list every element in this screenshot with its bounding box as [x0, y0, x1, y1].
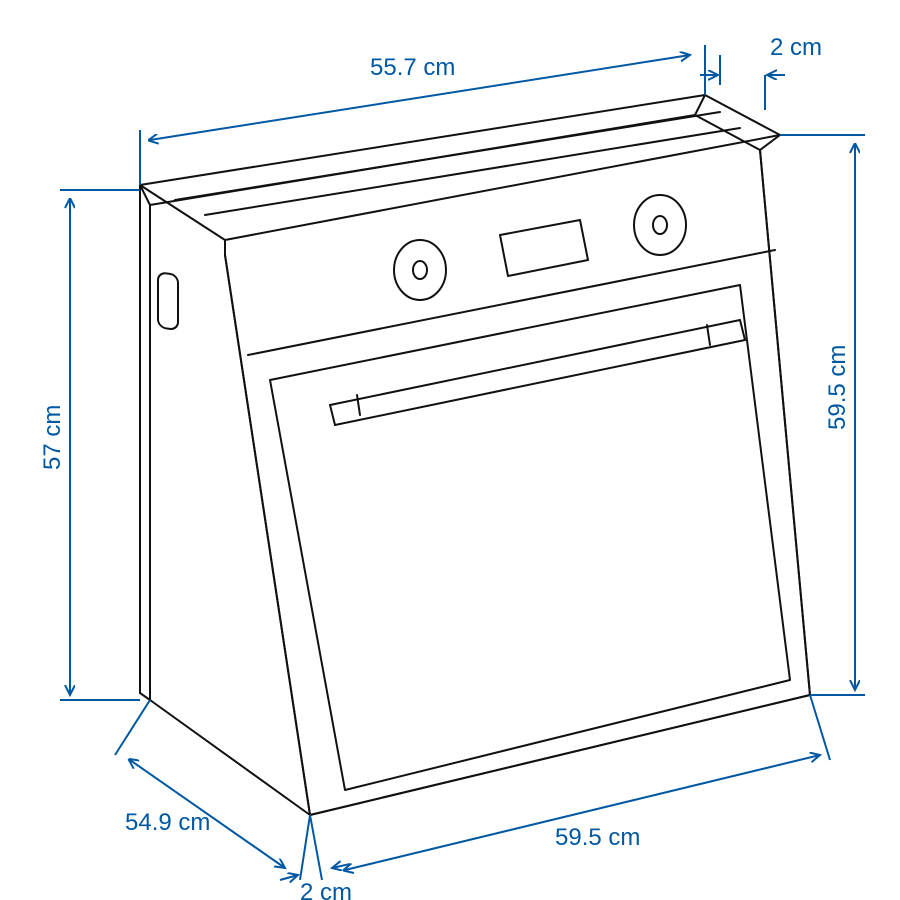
dim-front-width: 59.5 cm: [555, 824, 640, 851]
dim-top-overhang: 2 cm: [770, 34, 822, 61]
oven-outline: [140, 95, 810, 815]
dim-right-height: 59.5 cm: [824, 345, 851, 430]
dim-front-overhang: 2 cm: [300, 879, 352, 900]
dim-side-depth: 54.9 cm: [125, 809, 210, 836]
dim-top-width: 55.7 cm: [370, 54, 455, 81]
oven-dimension-diagram: 55.7 cm 2 cm 59.5 cm 57 cm 54.9 cm 59.5 …: [0, 0, 900, 900]
dim-left-height: 57 cm: [39, 405, 66, 470]
dimension-annotations: 55.7 cm 2 cm 59.5 cm 57 cm 54.9 cm 59.5 …: [39, 34, 865, 900]
